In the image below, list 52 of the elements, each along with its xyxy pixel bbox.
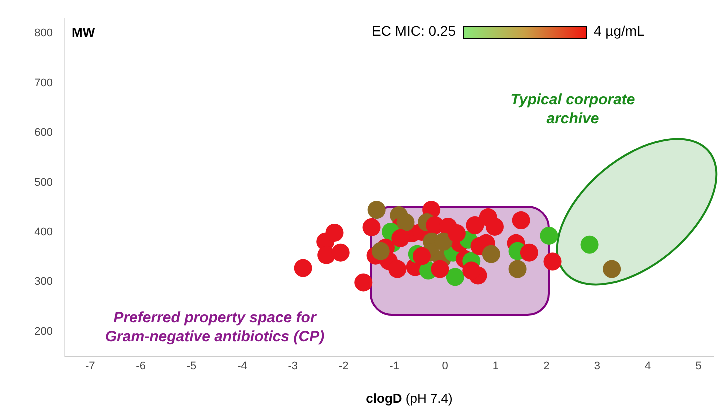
y-tick-label: 600 [34, 127, 53, 140]
annotation: 4 µg/mL [594, 22, 646, 39]
y-tick-label: 300 [34, 276, 53, 288]
point [294, 259, 312, 278]
annotation: EC MIC: 0.25 [372, 22, 456, 39]
x-tick-label: 5 [696, 360, 702, 372]
y-tick-label: 700 [34, 77, 53, 90]
x-tick-label: 4 [645, 360, 652, 372]
point [372, 242, 390, 260]
point [412, 247, 431, 266]
x-tick-label: -4 [238, 360, 248, 372]
point [466, 216, 484, 234]
point [512, 212, 530, 230]
x-axis-title: clogD (pH 7.4) [366, 391, 453, 406]
point [326, 224, 344, 242]
point [580, 236, 599, 254]
point [396, 214, 415, 232]
point [368, 201, 386, 220]
x-tick-label: 2 [544, 360, 550, 372]
x-tick-label: 0 [442, 360, 448, 372]
y-tick-label: 200 [34, 326, 53, 338]
x-tick-label: 3 [594, 360, 600, 372]
point [508, 260, 527, 278]
point [362, 218, 381, 236]
point [318, 246, 336, 264]
point [354, 274, 373, 292]
x-tick-label: -7 [85, 360, 96, 372]
x-tick-label: -6 [136, 360, 146, 372]
annotation: Preferred property space for Gram-negative antibiotics (CP) [105, 310, 325, 346]
y-tick-label: 500 [34, 176, 53, 189]
annotation: Typical corporate archive [510, 92, 636, 128]
point [462, 262, 481, 280]
x-tick-label: -5 [186, 360, 197, 372]
point [332, 244, 350, 262]
point [486, 218, 504, 236]
point [520, 244, 538, 262]
y-tick-label: 800 [34, 28, 53, 40]
x-tick-label: 1 [492, 360, 500, 372]
point [540, 226, 558, 245]
point [431, 260, 450, 278]
point [603, 260, 622, 278]
point [388, 260, 407, 278]
x-tick-label: -1 [390, 360, 400, 372]
y-tick-label: 400 [34, 226, 53, 238]
point [446, 268, 464, 286]
point [482, 245, 500, 264]
x-tick-label: -2 [338, 360, 349, 372]
point [392, 229, 410, 248]
point [544, 252, 562, 271]
y-axis-title: MW [72, 25, 96, 40]
x-tick-label: -3 [288, 360, 298, 372]
point [448, 224, 466, 242]
